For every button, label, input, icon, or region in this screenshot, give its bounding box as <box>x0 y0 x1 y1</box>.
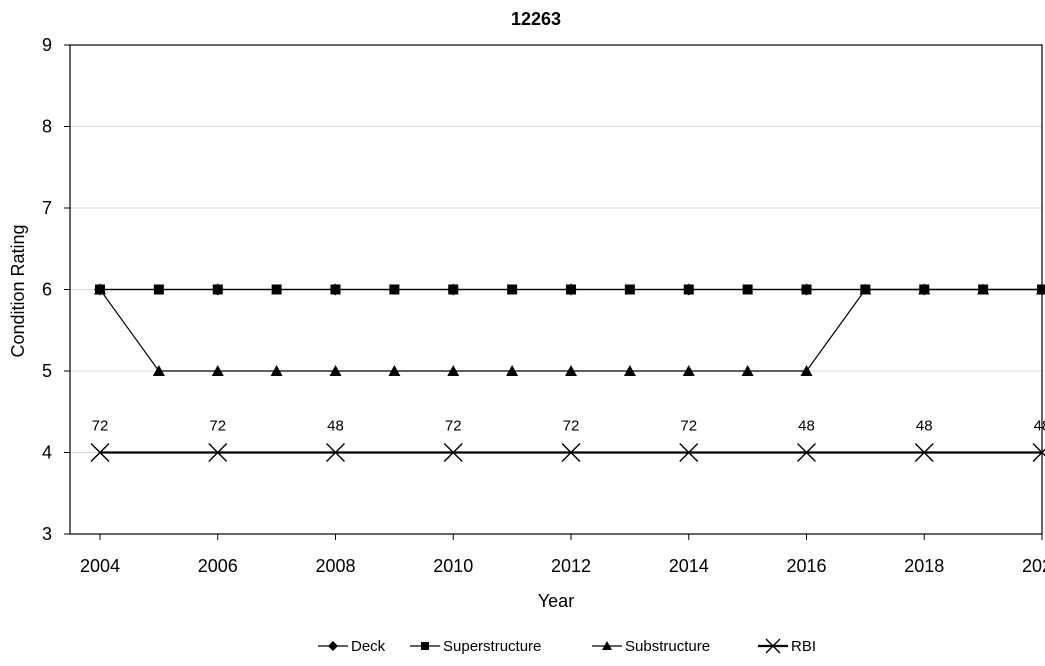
x-axis-title: Year <box>538 591 574 611</box>
rbi-data-label: 48 <box>916 418 933 435</box>
superstructure-point <box>271 284 282 295</box>
legend-item-superstructure: Superstructure <box>410 638 541 655</box>
superstructure-point <box>801 284 812 295</box>
substructure-line <box>99 288 1042 372</box>
rbi-data-label: 72 <box>209 418 226 435</box>
legend-label: Deck <box>351 638 386 655</box>
x-tick-label: 2006 <box>198 556 238 576</box>
superstructure-point <box>153 284 164 295</box>
substructure-point <box>329 365 342 376</box>
substructure-point <box>565 365 577 376</box>
superstructure-point <box>742 284 753 295</box>
substructure-point <box>859 283 872 295</box>
y-axis-title: Condition Rating <box>8 224 28 357</box>
substructure-point <box>977 283 990 295</box>
rbi-point <box>797 443 816 462</box>
x-tick-label: 2010 <box>433 556 473 576</box>
y-tick-label: 6 <box>42 280 52 300</box>
x-tick-label: 2018 <box>904 556 944 576</box>
legend-item-deck: Deck <box>318 638 386 655</box>
superstructure-point <box>448 284 459 295</box>
substructure-point <box>800 365 813 376</box>
legend-label: RBI <box>791 638 816 655</box>
y-tick-label: 4 <box>42 443 52 463</box>
x-tick-label: 2020 <box>1022 556 1045 576</box>
superstructure-point <box>507 284 518 295</box>
rbi-point <box>914 443 934 462</box>
superstructure-point <box>624 284 635 295</box>
deck-point <box>328 641 338 651</box>
chart-title: 12263 <box>511 9 561 29</box>
rbi-point <box>765 638 781 654</box>
rbi-data-label: 72 <box>92 418 109 435</box>
rbi-data-label: 48 <box>327 418 344 435</box>
substructure-point <box>918 283 931 295</box>
substructure-point <box>270 365 283 376</box>
data-labels: 72 72 48 72 72 72 48 48 48 <box>92 418 1045 435</box>
series-layer <box>90 283 1045 462</box>
x-tick-label: 2004 <box>80 556 120 576</box>
x-tick-label: 2016 <box>786 556 826 576</box>
y-tick-label: 9 <box>42 35 52 55</box>
substructure-series <box>94 283 1045 376</box>
rbi-point <box>679 443 699 462</box>
rbi-point <box>208 443 228 462</box>
rbi-point <box>561 443 581 462</box>
superstructure-point <box>421 642 429 650</box>
rbi-data-label: 72 <box>680 418 697 435</box>
legend-label: Substructure <box>625 638 710 655</box>
superstructure-point <box>389 284 400 295</box>
substructure-point <box>682 365 695 376</box>
x-tick-label: 2014 <box>669 556 709 576</box>
x-tick-label: 2012 <box>551 556 591 576</box>
substructure-point <box>94 283 106 295</box>
substructure-point <box>152 365 165 376</box>
rbi-data-label: 48 <box>1034 418 1045 435</box>
superstructure-point <box>566 284 576 295</box>
substructure-point <box>602 641 612 650</box>
substructure-point <box>1036 283 1045 295</box>
rbi-data-label: 48 <box>798 418 815 435</box>
rbi-point <box>90 443 110 462</box>
y-tick-label: 8 <box>42 117 52 137</box>
substructure-point <box>506 365 519 376</box>
superstructure-point <box>212 284 223 295</box>
substructure-point <box>447 365 460 376</box>
axis-ticks: 3 4 5 6 7 8 9 2004 2006 2008 2010 2012 2014 2016 2018 2… <box>42 35 1045 576</box>
rbi-point <box>326 443 345 462</box>
y-tick-label: 5 <box>42 361 52 381</box>
y-tick-label: 3 <box>42 524 52 544</box>
legend-label: Superstructure <box>443 638 541 655</box>
x-tick-label: 2008 <box>315 556 355 576</box>
rbi-data-label: 72 <box>563 418 580 435</box>
superstructure-point <box>683 284 694 295</box>
rbi-point <box>1032 443 1045 462</box>
substructure-point <box>623 365 636 376</box>
rbi-data-label: 72 <box>445 418 462 435</box>
legend-item-substructure: Substructure <box>592 638 710 655</box>
substructure-point <box>741 365 754 376</box>
superstructure-point <box>330 284 341 295</box>
rbi-series <box>90 443 1045 462</box>
legend: Deck Superstructure Substructure RBI <box>318 638 816 655</box>
rbi-point <box>443 443 463 462</box>
substructure-point <box>388 365 401 376</box>
substructure-point <box>211 365 224 376</box>
legend-item-rbi: RBI <box>758 638 816 655</box>
y-tick-label: 7 <box>42 198 52 218</box>
